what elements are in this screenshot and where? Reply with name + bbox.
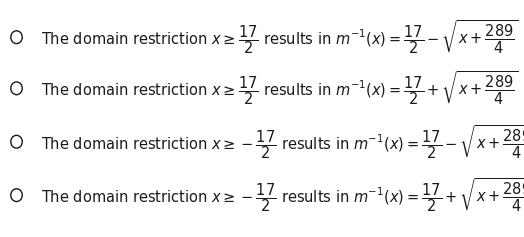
Text: The domain restriction $x \geq \dfrac{17}{2}$ results in $m^{-1}(x) =\dfrac{17}{: The domain restriction $x \geq \dfrac{17…	[41, 18, 524, 56]
Text: The domain restriction $x \geq -\dfrac{17}{2}$ results in $m^{-1}(x) =\dfrac{17}: The domain restriction $x \geq -\dfrac{1…	[41, 176, 524, 214]
Text: The domain restriction $x \geq -\dfrac{17}{2}$ results in $m^{-1}(x) =\dfrac{17}: The domain restriction $x \geq -\dfrac{1…	[41, 123, 524, 161]
Text: The domain restriction $x \geq \dfrac{17}{2}$ results in $m^{-1}(x) =\dfrac{17}{: The domain restriction $x \geq \dfrac{17…	[41, 69, 524, 107]
